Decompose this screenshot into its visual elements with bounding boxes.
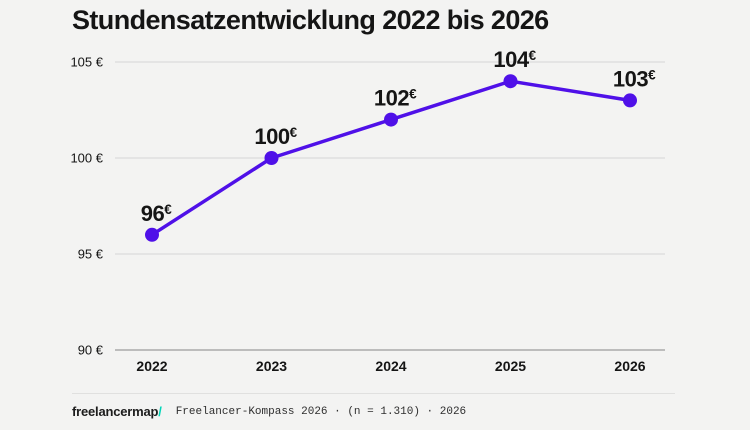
euro-symbol: €: [164, 202, 172, 217]
logo-slash-icon: /: [158, 404, 162, 419]
y-axis-label: 100 €: [70, 151, 103, 166]
data-point: [384, 112, 398, 127]
data-point-label: 103€: [613, 66, 656, 91]
data-point-label: 100€: [254, 124, 297, 149]
freelancermap-logo: freelancermap/: [72, 404, 162, 419]
data-point: [503, 74, 518, 89]
euro-symbol: €: [290, 125, 298, 140]
source-caption: Freelancer-Kompass 2026 · (n = 1.310) · …: [175, 405, 467, 418]
y-axis-label: 105 €: [70, 55, 103, 70]
data-point: [145, 227, 159, 242]
y-axis-label: 95 €: [78, 247, 104, 262]
data-point-label: 104€: [493, 47, 536, 72]
data-point-label: 102€: [374, 86, 417, 111]
euro-symbol: €: [529, 48, 537, 63]
data-point: [264, 151, 279, 165]
x-axis-label: 2024: [375, 358, 406, 374]
footer: freelancermap/ Freelancer-Kompass 2026 ·…: [72, 404, 466, 419]
euro-symbol: €: [648, 67, 656, 82]
data-point: [623, 93, 637, 108]
x-axis-label: 2023: [256, 358, 287, 374]
footer-divider: [72, 393, 675, 394]
x-axis-label: 2022: [136, 358, 167, 374]
x-axis-label: 2025: [495, 358, 526, 374]
logo-text: freelancermap: [72, 404, 159, 419]
euro-symbol: €: [409, 87, 417, 102]
x-axis-label: 2026: [614, 358, 645, 374]
chart-title: Stundensatzentwicklung 2022 bis 2026: [72, 5, 549, 35]
y-axis-label: 90 €: [78, 343, 104, 358]
data-point-label: 96€: [141, 201, 172, 226]
